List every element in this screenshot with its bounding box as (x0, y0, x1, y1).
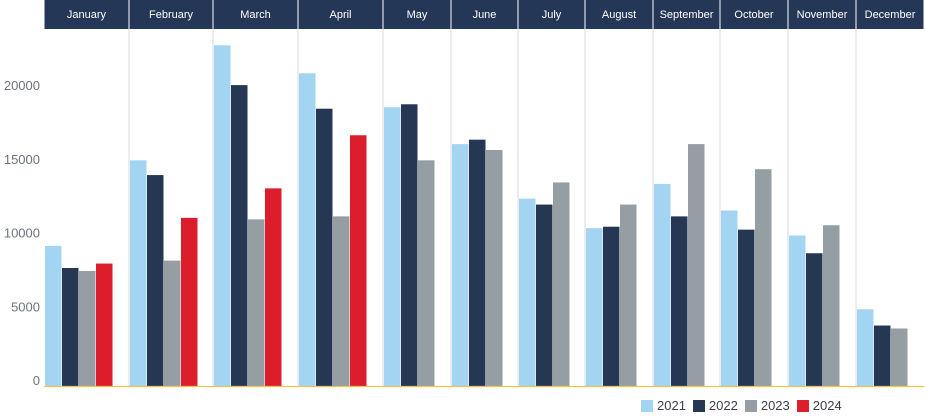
month-header-cell (518, 0, 585, 29)
bar-2023-october (755, 169, 772, 386)
legend-label: 2022 (708, 398, 738, 413)
bar-2021-june (452, 144, 469, 386)
bar-2021-march (214, 45, 231, 387)
bar-2024-january (96, 263, 113, 386)
bar-2021-january (45, 245, 62, 386)
month-header-cell (383, 0, 451, 29)
bar-2021-december (857, 309, 874, 386)
bar-2023-july (553, 182, 570, 386)
y-tick-label: 20000 (4, 78, 40, 93)
bar-2023-december (891, 328, 908, 386)
y-tick-label: 0 (33, 373, 40, 388)
bar-2023-june (486, 150, 503, 386)
bar-2021-february (130, 160, 147, 386)
bars (45, 45, 908, 387)
month-label-july: July (542, 9, 562, 21)
bar-2022-may (401, 104, 418, 387)
legend-swatch (796, 399, 809, 412)
bar-2023-august (620, 204, 637, 386)
month-header-cell (451, 0, 518, 29)
y-tick-label: 5000 (11, 299, 40, 314)
bar-2021-july (519, 198, 536, 386)
bar-2024-february (181, 217, 198, 386)
month-label-december: December (865, 9, 916, 21)
legend-swatch (744, 399, 757, 412)
bar-2022-october (738, 229, 755, 386)
month-label-may: May (407, 9, 428, 21)
month-label-october: October (734, 9, 773, 21)
bar-2024-april (350, 135, 367, 386)
month-header-cell (129, 0, 213, 29)
bar-2022-march (231, 85, 248, 386)
legend-label: 2023 (760, 398, 790, 413)
bar-2024-march (265, 188, 282, 386)
bar-2022-july (536, 204, 553, 386)
month-header-cell (585, 0, 653, 29)
month-header-cell (788, 0, 856, 29)
bar-2022-november (806, 253, 823, 386)
bar-2022-september (671, 216, 688, 386)
bar-2022-june (469, 139, 486, 386)
bar-2023-november (823, 225, 840, 386)
legend-label: 2024 (812, 398, 842, 413)
legend-item-2024: 2024 (796, 398, 842, 413)
bar-2023-april (333, 216, 350, 386)
y-tick-label: 15000 (4, 152, 40, 167)
bar-2023-march (248, 219, 265, 386)
bar-2021-september (654, 183, 671, 386)
legend-item-2022: 2022 (692, 398, 738, 413)
month-label-april: April (329, 9, 351, 21)
legend-item-2021: 2021 (641, 398, 686, 413)
bar-2021-april (299, 73, 316, 387)
month-label-november: November (797, 9, 848, 21)
month-label-september: September (660, 9, 714, 21)
bar-2022-august (603, 226, 620, 386)
month-header-cell (298, 0, 383, 29)
bar-2023-september (688, 144, 705, 386)
month-separators (128, 29, 857, 386)
bar-2021-november (789, 235, 806, 386)
bar-2021-october (721, 210, 738, 386)
y-axis-ticks: 0 5000 10000 15000 20000 (4, 78, 40, 388)
month-header-cell (720, 0, 788, 29)
bar-2022-december (874, 325, 891, 386)
month-label-february: February (149, 9, 194, 21)
month-label-march: March (240, 9, 271, 21)
month-header-cell (856, 0, 924, 29)
y-tick-label: 10000 (4, 226, 40, 241)
month-header-cell (653, 0, 720, 29)
bar-2022-january (62, 268, 79, 386)
month-header-cell (44, 0, 129, 29)
bar-2023-january (79, 270, 96, 386)
month-label-june: June (473, 9, 497, 21)
bar-2023-february (164, 260, 181, 386)
bar-2021-may (384, 107, 401, 386)
bar-2021-august (586, 228, 603, 386)
month-header-cell (213, 0, 298, 29)
bar-2023-may (418, 160, 435, 386)
legend-swatch (692, 399, 705, 412)
bar-2022-april (316, 108, 333, 386)
legend-label: 2021 (657, 398, 686, 413)
legend-swatch (641, 399, 653, 412)
month-label-august: August (602, 9, 636, 21)
month-label-january: January (67, 9, 107, 21)
bar-2022-february (147, 175, 164, 386)
month-header: January February March April May June July Augu… (44, 0, 924, 29)
legend: 2021 2022 2023 2024 (641, 398, 849, 413)
legend-item-2023: 2023 (744, 398, 790, 413)
